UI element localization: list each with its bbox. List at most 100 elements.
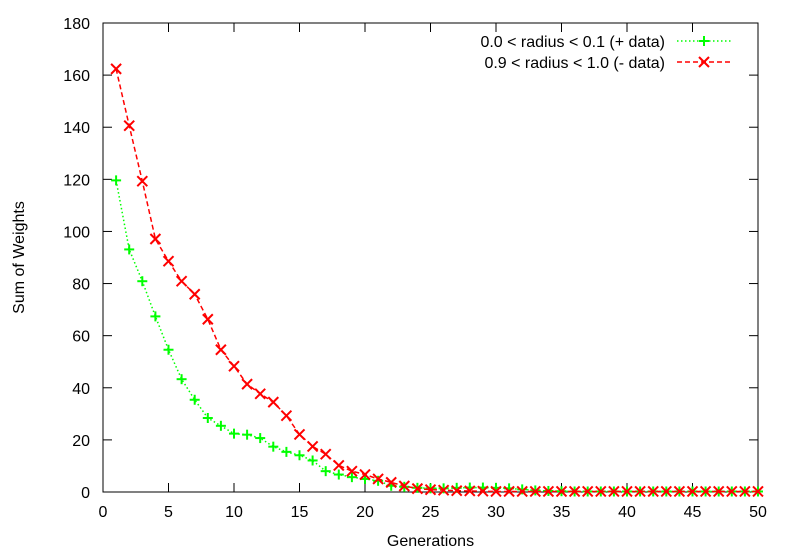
- data-point: [503, 485, 515, 498]
- y-tick-label: 120: [63, 172, 90, 189]
- marker-stroke: [162, 255, 175, 267]
- data-point: [490, 485, 502, 498]
- marker-stroke: [175, 275, 188, 287]
- data-point: [320, 466, 331, 477]
- y-tick-label: 20: [72, 433, 90, 450]
- legend-item: 0.9 < radius < 1.0 (- data): [484, 55, 732, 72]
- marker-stroke: [686, 485, 699, 498]
- data-point: [124, 244, 135, 255]
- data-point: [202, 413, 213, 424]
- y-tick-label: 40: [72, 381, 90, 398]
- y-tick-label: 180: [63, 16, 90, 33]
- data-point: [647, 485, 659, 498]
- data-point: [228, 360, 240, 372]
- legend-label: 0.9 < radius < 1.0 (- data): [484, 55, 665, 72]
- marker-stroke: [202, 313, 214, 325]
- data-point: [136, 175, 149, 187]
- legend-marker: [699, 36, 709, 46]
- data-point: [306, 440, 319, 453]
- marker-stroke: [621, 485, 633, 498]
- data-point: [241, 378, 253, 390]
- data-point: [450, 484, 463, 497]
- marker-stroke: [136, 175, 149, 187]
- marker-stroke: [411, 482, 424, 495]
- data-point: [385, 476, 397, 489]
- y-tick-label: 0: [81, 485, 90, 502]
- data-point: [517, 484, 528, 495]
- plot-frame: [102, 22, 759, 493]
- x-tick-label: 25: [422, 504, 440, 521]
- data-point: [268, 441, 279, 452]
- data-point: [333, 469, 344, 480]
- data-point: [307, 455, 318, 466]
- data-point: [215, 344, 227, 356]
- marker-stroke: [542, 485, 555, 498]
- marker-stroke: [241, 378, 253, 390]
- marker-stroke: [490, 485, 502, 498]
- data-point: [516, 485, 528, 498]
- data-point: [281, 446, 292, 457]
- marker-stroke: [372, 473, 384, 485]
- marker-stroke: [752, 485, 764, 498]
- x-tick-label: 40: [618, 504, 636, 521]
- data-point: [123, 119, 135, 132]
- data-point: [477, 485, 489, 497]
- marker-stroke: [293, 428, 306, 441]
- series-layer: [110, 63, 764, 498]
- y-tick-label: 80: [72, 277, 90, 294]
- data-point: [215, 420, 226, 431]
- marker-stroke: [359, 468, 371, 481]
- marker-stroke: [149, 233, 162, 245]
- y-tick-label: 100: [63, 224, 90, 241]
- data-point: [673, 485, 686, 498]
- data-point: [346, 465, 358, 477]
- series-1: [111, 175, 763, 497]
- marker-stroke: [529, 485, 542, 498]
- marker-stroke: [712, 485, 725, 498]
- series-line: [115, 68, 758, 493]
- data-point: [359, 468, 371, 481]
- data-point: [686, 485, 699, 498]
- marker-stroke: [319, 448, 332, 460]
- data-point: [254, 388, 266, 400]
- legend-marker: [698, 56, 710, 68]
- marker-stroke: [254, 388, 266, 400]
- x-tick-label: 50: [749, 504, 767, 521]
- y-tick-label: 140: [63, 120, 90, 137]
- data-point: [163, 344, 174, 355]
- data-point: [111, 175, 122, 186]
- data-point: [555, 485, 568, 498]
- data-point: [267, 396, 280, 408]
- marker-stroke: [123, 119, 135, 132]
- y-axis-label: Sum of Weights: [11, 201, 28, 314]
- marker-stroke: [503, 485, 515, 498]
- marker-stroke: [698, 56, 710, 68]
- marker-stroke: [385, 476, 397, 489]
- data-point: [176, 374, 187, 385]
- marker-stroke: [398, 480, 411, 492]
- x-tick-label: 35: [553, 504, 571, 521]
- marker-stroke: [333, 459, 345, 472]
- data-point: [162, 255, 175, 267]
- marker-stroke: [595, 485, 607, 498]
- data-point: [739, 485, 751, 498]
- marker-stroke: [306, 440, 319, 453]
- legend-item: 0.0 < radius < 0.1 (+ data): [480, 34, 732, 51]
- marker-stroke: [424, 483, 437, 496]
- series-2: [110, 63, 764, 498]
- data-point: [346, 472, 357, 483]
- data-point: [229, 428, 239, 439]
- x-tick-label: 20: [356, 504, 374, 521]
- axis-ticks: 0 5 10 15 20 25 30 35 40 45 50 0 20 40 60 80 100 120 140 16…: [63, 16, 767, 521]
- x-tick-label: 10: [225, 504, 243, 521]
- data-point: [149, 233, 162, 245]
- data-point: [150, 311, 161, 322]
- data-point: [411, 482, 424, 495]
- data-point: [333, 459, 345, 472]
- data-point: [175, 275, 188, 287]
- data-point: [464, 485, 476, 497]
- marker-stroke: [280, 409, 293, 422]
- x-tick-label: 45: [684, 504, 702, 521]
- marker-stroke: [634, 485, 646, 498]
